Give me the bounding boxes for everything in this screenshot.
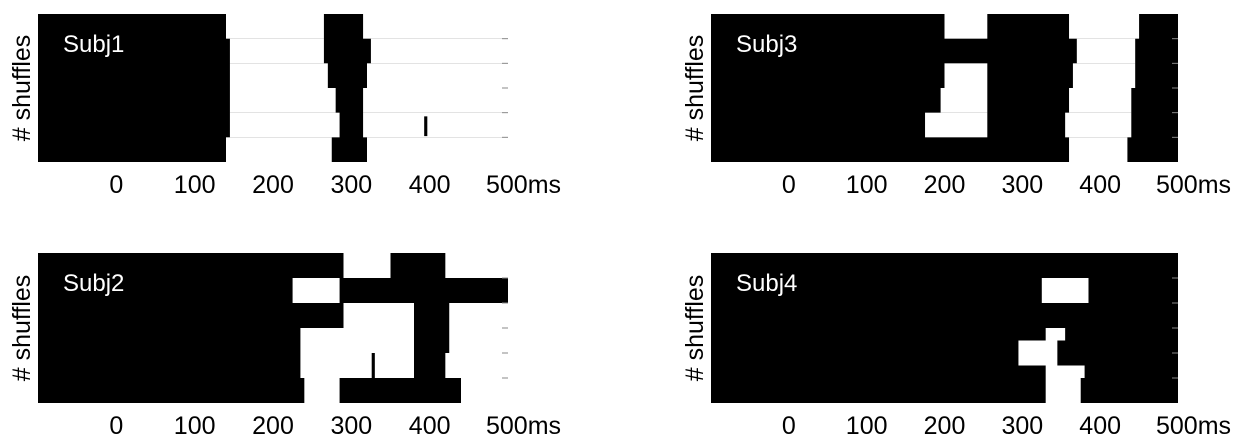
significant-cell [944, 63, 988, 88]
significant-cell [1072, 63, 1136, 88]
significant-cell [1045, 365, 1085, 378]
significant-cell [1069, 88, 1132, 113]
y-axis-label: # shuffles [681, 275, 709, 382]
x-tick-label: 0 [109, 412, 123, 436]
x-tick-label: 400 [1079, 171, 1121, 199]
panel-label: Subj2 [63, 270, 124, 297]
x-tick-label: 200 [252, 412, 294, 436]
significant-cell [226, 137, 332, 162]
x-tick-label: 200 [924, 171, 966, 199]
significant-cell [1069, 14, 1140, 39]
x-tick-label: 100 [174, 412, 216, 436]
panel-label: Subj3 [736, 31, 797, 58]
significant-cell [229, 38, 324, 64]
significant-cell [449, 303, 508, 328]
significant-cell [1065, 112, 1132, 138]
significant-cell [1069, 137, 1128, 162]
significant-cell [343, 303, 414, 328]
x-tick-label: 500ms [486, 412, 561, 436]
x-tick-label: 100 [846, 171, 888, 199]
x-tick-label: 200 [924, 412, 966, 436]
panel-label: Subj1 [63, 31, 124, 58]
x-tick-label: 300 [1001, 412, 1043, 436]
significant-cell [940, 88, 988, 113]
significant-cell [300, 353, 414, 378]
significant-cell [1076, 38, 1136, 64]
significant-cell [300, 328, 414, 353]
x-tick-label: 0 [109, 171, 123, 199]
significant-cell [367, 63, 508, 88]
plot-background [711, 253, 1178, 403]
plot-background [38, 253, 508, 403]
x-tick-label: 0 [782, 171, 796, 199]
significant-cell [229, 63, 328, 88]
x-tick-label: 300 [1001, 171, 1043, 199]
x-tick-label: 500ms [1156, 171, 1231, 199]
black-mark [424, 116, 428, 137]
significant-cell [292, 278, 340, 303]
significant-cell [370, 38, 508, 64]
x-tick-label: 300 [330, 171, 372, 199]
black-mark [371, 353, 375, 378]
significant-cell [304, 378, 340, 403]
significant-cell [363, 88, 508, 113]
x-tick-label: 400 [409, 171, 451, 199]
x-tick-label: 300 [330, 412, 372, 436]
y-axis-label: # shuffles [8, 35, 36, 142]
significant-cell [925, 112, 988, 138]
significant-cell [226, 14, 324, 39]
x-tick-label: 0 [782, 412, 796, 436]
x-tick-label: 100 [846, 412, 888, 436]
x-tick-label: 500ms [486, 171, 561, 199]
significant-cell [944, 14, 988, 39]
significant-cell [1045, 378, 1081, 403]
significant-cell [367, 137, 508, 162]
y-axis-label: # shuffles [8, 275, 36, 382]
significant-cell [1041, 278, 1089, 303]
x-tick-label: 200 [252, 171, 294, 199]
panel-4: Subj4 # shuffles 0 100 200 300 400 500ms [681, 253, 1231, 436]
significant-cell [1045, 328, 1066, 341]
panel-2: Subj3 # shuffles 0 100 200 300 400 500ms [681, 14, 1231, 199]
significant-cell [445, 253, 508, 278]
x-tick-label: 400 [409, 412, 451, 436]
x-tick-label: 400 [1079, 412, 1121, 436]
panel-3: Subj2 # shuffles 0 100 200 300 400 500ms [8, 253, 561, 436]
significant-cell [229, 88, 336, 113]
significant-cell [363, 112, 508, 138]
x-tick-label: 500ms [1156, 412, 1231, 436]
significant-cell [229, 112, 340, 138]
y-axis-label: # shuffles [681, 35, 709, 142]
panel-1: Subj1 # shuffles 0 100 200 300 400 500ms [8, 14, 561, 199]
significant-cell [449, 328, 508, 353]
significant-cell [1018, 340, 1058, 366]
panel-label: Subj4 [736, 270, 797, 297]
x-tick-label: 100 [174, 171, 216, 199]
significant-cell [363, 14, 508, 39]
significant-cell [343, 253, 391, 278]
significant-cell [445, 353, 508, 378]
significant-cell [461, 378, 508, 403]
